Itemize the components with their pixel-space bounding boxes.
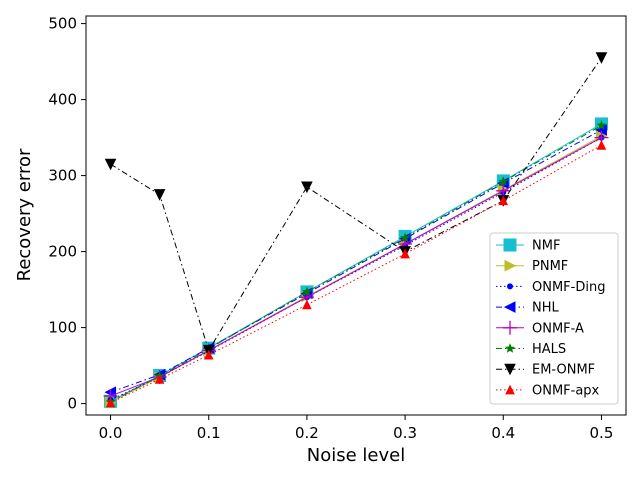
x-tick-label: 0.0 <box>99 424 123 442</box>
y-tick-label: 400 <box>48 91 77 109</box>
legend-marker <box>504 239 516 251</box>
y-tick-label: 300 <box>48 167 77 185</box>
y-axis-ticks: 0 100 200 300 400 500 <box>48 15 86 413</box>
legend-label: ONMF-apx <box>532 383 600 398</box>
x-tick-label: 0.4 <box>491 424 515 442</box>
legend-label: ONMF-Ding <box>532 280 605 295</box>
legend-label: NMF <box>532 239 560 254</box>
legend-label: NHL <box>532 301 560 316</box>
y-axis-label: Recovery error <box>14 148 35 281</box>
legend-label: PNMF <box>532 259 568 274</box>
x-tick-label: 0.1 <box>197 424 221 442</box>
line-chart: 0.0 0.1 0.2 0.3 0.4 0.5 0 100 200 300 400 500 Nois… <box>0 0 640 480</box>
x-axis-ticks: 0.0 0.1 0.2 0.3 0.4 0.5 <box>99 415 614 442</box>
legend-label: ONMF-A <box>532 321 584 336</box>
x-tick-label: 0.2 <box>295 424 319 442</box>
y-tick-label: 100 <box>48 319 77 337</box>
x-tick-label: 0.3 <box>393 424 417 442</box>
legend-marker <box>508 284 513 289</box>
x-axis-label: Noise level <box>307 445 405 466</box>
legend-label: EM-ONMF <box>532 363 595 378</box>
y-tick-label: 0 <box>67 395 77 413</box>
y-tick-label: 200 <box>48 243 77 261</box>
legend: NMF PNMF ONMF-Ding NHL ONMF-A HALS EM-ONMF ONMF… <box>490 233 618 404</box>
y-tick-label: 500 <box>48 15 77 33</box>
legend-label: HALS <box>532 342 566 357</box>
x-tick-label: 0.5 <box>590 424 614 442</box>
